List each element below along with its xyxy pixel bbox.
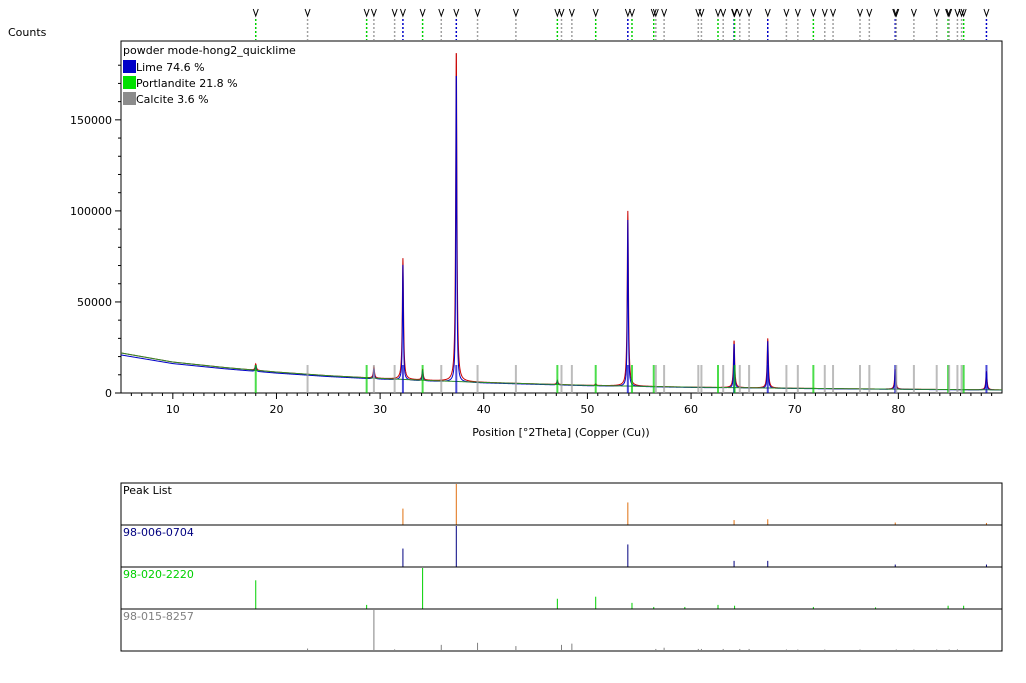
marker-caret [945,8,952,18]
x-tick-label: 30 [373,403,387,416]
marker-caret [810,8,817,18]
marker-caret [568,8,575,18]
marker-caret [866,8,873,18]
marker-caret [960,8,967,18]
x-tick-label: 20 [269,403,283,416]
x-tick-label: 50 [580,403,594,416]
marker-caret [370,8,377,18]
marker-caret [304,8,311,18]
marker-caret [554,8,561,18]
marker-caret [650,8,657,18]
y-tick-label: 0 [105,387,112,400]
marker-caret [474,8,481,18]
marker-caret [453,8,460,18]
marker-caret [954,8,961,18]
main-plot-frame [120,40,1003,394]
marker-caret [830,8,837,18]
x-tick-label: 60 [684,403,698,416]
marker-caret [821,8,828,18]
marker-caret [363,8,370,18]
panel-frame [120,482,1003,526]
marker-caret [764,8,771,18]
y-tick-label: 50000 [77,296,112,309]
marker-caret [629,8,635,18]
x-tick-label: 70 [788,403,802,416]
legend: powder mode-hong2_quicklime Lime 74.6 % P… [123,44,296,106]
marker-caret [652,8,659,18]
marker-caret [731,8,738,18]
panel-frame [120,608,1003,652]
marker-caret [857,8,863,18]
panel-label: 98-020-2220 [123,568,194,581]
marker-caret [892,8,899,18]
marker-caret [252,8,259,18]
panel-label: 98-006-0704 [123,526,194,539]
marker-caret [983,8,990,18]
marker-caret [794,8,801,18]
legend-swatch [123,92,136,105]
y-tick-label: 150000 [70,114,112,127]
marker-caret [746,8,753,18]
marker-caret [391,8,398,18]
panel-frame [120,566,1003,610]
panel-label: Peak List [123,484,173,497]
marker-caret [783,8,790,18]
marker-caret [698,8,705,18]
panel-label: 98-015-8257 [123,610,194,623]
marker-caret [736,8,743,18]
marker-caret [399,8,406,18]
legend-label: Portlandite 21.8 % [136,77,238,90]
marker-caret [624,8,631,18]
y-tick-label: 100000 [70,205,112,218]
chart-title: powder mode-hong2_quicklime [123,44,296,57]
marker-caret [438,8,445,18]
reference-pattern-panels: Peak List 98-006-0704 98-020-2220 98-015-82… [120,482,1003,652]
marker-caret [893,8,900,18]
legend-label: Lime 74.6 % [136,61,205,74]
marker-caret [558,8,565,18]
marker-caret [946,8,953,18]
y-axis-label: Counts [8,26,47,39]
marker-caret [958,8,965,18]
x-tick-label: 40 [477,403,491,416]
x-tick-label: 80 [891,403,905,416]
axes: 10 20 30 40 50 60 70 80 0 50000 100000 150000 [70,64,993,416]
legend-swatch [123,76,136,89]
main-plot-area [120,53,1002,393]
marker-caret [661,8,668,18]
marker-caret [910,8,917,18]
marker-caret [419,8,426,18]
marker-caret [592,8,599,18]
legend-swatch [123,60,136,73]
reference-marker-strip [252,8,990,40]
marker-caret [715,8,721,18]
panel-frame [120,524,1003,568]
x-axis-label: Position [°2Theta] (Copper (Cu)) [472,426,649,439]
x-tick-label: 10 [166,403,180,416]
marker-caret [512,8,519,18]
legend-label: Calcite 3.6 % [136,93,209,106]
marker-caret [933,8,940,18]
marker-caret [720,8,727,18]
